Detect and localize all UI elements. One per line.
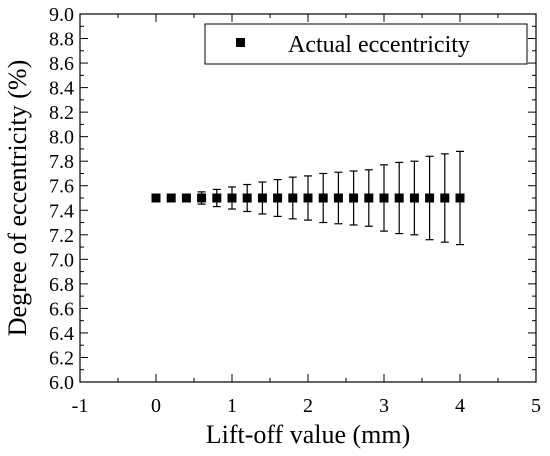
y-tick-label: 7.0	[49, 249, 74, 271]
data-point	[394, 193, 404, 203]
y-tick-label: 8.0	[49, 127, 74, 149]
data-point	[197, 193, 207, 203]
x-tick-label: 0	[151, 395, 161, 417]
data-point	[455, 193, 465, 203]
legend-label: Actual eccentricity	[288, 32, 470, 58]
x-tick-label: 5	[531, 395, 541, 417]
x-tick-label: 4	[455, 395, 465, 417]
data-point	[227, 193, 237, 203]
x-axis-title: Lift-off value (mm)	[206, 420, 411, 449]
y-tick-label: 6.6	[49, 298, 74, 320]
y-tick-label: 6.8	[49, 274, 74, 296]
axis-ticks	[79, 13, 537, 383]
y-tick-label: 9.0	[49, 4, 74, 26]
data-point	[273, 193, 283, 203]
data-point	[257, 193, 267, 203]
data-point	[166, 193, 176, 203]
y-tick-label: 8.8	[49, 29, 74, 51]
data-point	[151, 193, 161, 203]
x-tick-label: 3	[379, 395, 389, 417]
data-point	[379, 193, 389, 203]
data-point	[364, 193, 374, 203]
x-tick-label: 2	[303, 395, 313, 417]
data-point	[181, 193, 191, 203]
y-tick-label: 6.2	[49, 347, 74, 369]
data-point	[212, 193, 222, 203]
error-bars	[197, 150, 464, 246]
data-point	[288, 193, 298, 203]
y-tick-label: 7.6	[49, 176, 74, 198]
y-tick-label: 6.4	[49, 323, 74, 345]
data-point	[303, 193, 313, 203]
data-point	[333, 193, 343, 203]
data-point	[409, 193, 419, 203]
y-tick-labels: 6.0 6.26.4 6.66.8 7.07.2 7.47.6 7.88.0 8.28.4 8…	[49, 4, 74, 394]
data-point	[425, 193, 435, 203]
data-point	[349, 193, 359, 203]
legend: Actual eccentricity	[204, 23, 528, 65]
y-tick-label: 7.4	[49, 200, 74, 222]
y-tick-label: 7.2	[49, 225, 74, 247]
x-tick-labels: -1 0 1 2 3 4 5	[72, 395, 541, 417]
y-tick-label: 8.6	[49, 53, 74, 75]
y-tick-label: 7.8	[49, 151, 74, 173]
y-tick-label: 8.4	[49, 78, 74, 100]
data-point	[318, 193, 328, 203]
legend-marker	[236, 38, 245, 47]
data-points	[151, 193, 465, 203]
data-point	[440, 193, 450, 203]
x-tick-label: 1	[227, 395, 237, 417]
x-tick-label: -1	[72, 395, 89, 417]
legend-box	[204, 23, 528, 65]
y-axis-title: Degree of eccentricity (%)	[3, 60, 32, 336]
y-tick-label: 8.2	[49, 102, 74, 124]
data-point	[242, 193, 252, 203]
y-tick-label: 6.0	[49, 372, 74, 394]
